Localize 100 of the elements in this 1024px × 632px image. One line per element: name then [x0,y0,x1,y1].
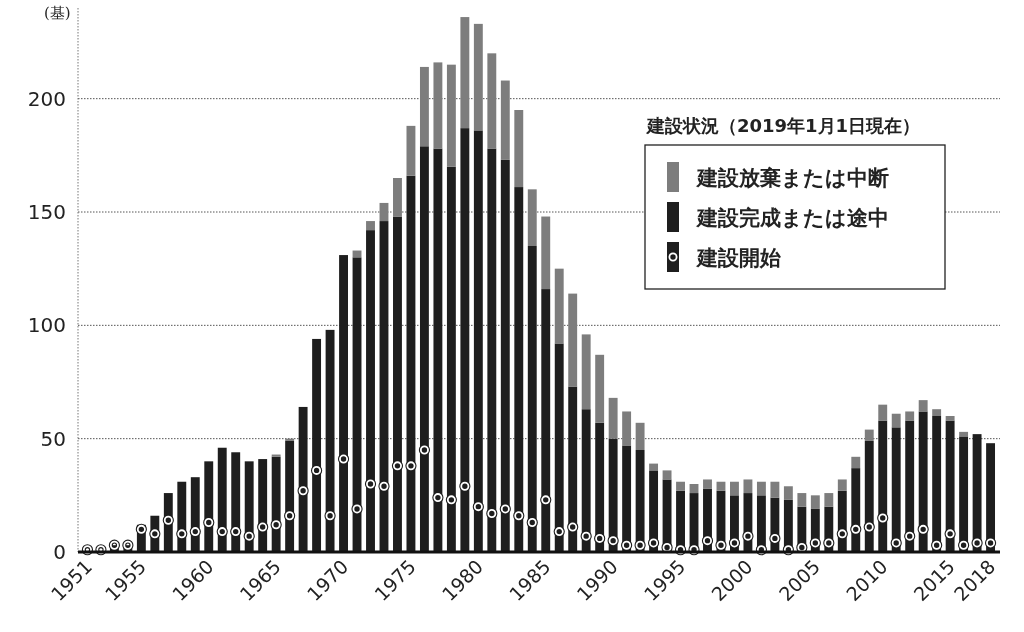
bar [258,459,268,552]
bar [312,338,322,552]
bar [783,486,793,500]
y-axis-title: (基) [44,4,71,22]
bar [581,409,591,552]
bar [959,436,969,552]
bar [864,440,874,552]
bar [446,64,456,167]
bar [285,438,295,441]
bar [918,400,928,412]
bar [649,470,659,552]
bar [595,354,605,423]
bar [622,445,632,552]
bar [379,221,389,552]
bar [244,461,254,552]
bar [204,461,214,552]
legend-label: 建設開始 [695,246,782,270]
bar [446,166,456,552]
y-tick-label: 0 [53,540,66,564]
bar [527,246,537,552]
bar [231,452,241,552]
bar [810,495,820,509]
bar [824,493,834,507]
bar [352,257,362,552]
bar [433,62,443,149]
y-tick-label: 100 [27,313,66,338]
bar [676,481,685,491]
bar [460,128,470,552]
bar [986,443,996,552]
bar [891,413,901,428]
bar [743,479,753,494]
bar [298,406,308,552]
bar [406,125,416,176]
bar [918,411,928,552]
legend-title: 建設状況（2019年1月1日現在） [645,115,921,136]
bar [473,23,483,131]
bar [851,468,861,552]
bar [891,427,901,552]
bar [554,268,564,344]
bar [608,438,618,552]
bar [797,493,807,507]
bar [635,422,645,450]
bar [972,434,982,552]
bar [568,293,578,387]
bar [959,431,969,437]
bar [770,481,780,498]
bar [500,80,510,160]
bar [406,175,416,552]
bar [703,479,712,489]
bar [851,456,861,469]
bar [177,481,187,552]
bar [932,409,942,416]
bar [514,187,524,552]
legend-label: 建設放棄または中断 [695,166,889,190]
bar [419,66,429,147]
bar [500,159,510,552]
bar [473,130,483,552]
bar [595,422,605,552]
bar [878,420,888,552]
bar [285,440,295,552]
bar [514,110,524,188]
bar [864,429,874,441]
bar [271,454,281,457]
bar [837,479,847,491]
bar [878,404,888,421]
bar [662,470,672,480]
bar [339,255,348,552]
bar [487,53,497,149]
bar [622,411,632,446]
bar [554,343,564,552]
bar [325,329,335,552]
bar [945,416,955,421]
bar [568,386,578,552]
bar [460,17,470,129]
bar [541,289,551,552]
bar [190,477,200,552]
bar [527,189,537,246]
bar [756,481,766,496]
bar [487,148,497,552]
y-tick-label: 200 [27,86,66,111]
bar [905,411,915,421]
bar [271,456,281,552]
bar [393,178,402,217]
bar [608,397,618,439]
bar [419,146,429,552]
bar [945,420,955,552]
bar [366,221,375,231]
legend-label: 建設完成または途中 [695,206,889,230]
bar [932,416,942,552]
bar [541,216,551,290]
bar [433,148,443,552]
bar [905,420,915,552]
bar [662,479,672,552]
bar [649,463,659,471]
bar [366,230,375,552]
bar [581,334,591,410]
bar [393,216,402,552]
bar [217,447,227,552]
bar [635,450,645,552]
y-tick-label: 150 [27,200,66,224]
